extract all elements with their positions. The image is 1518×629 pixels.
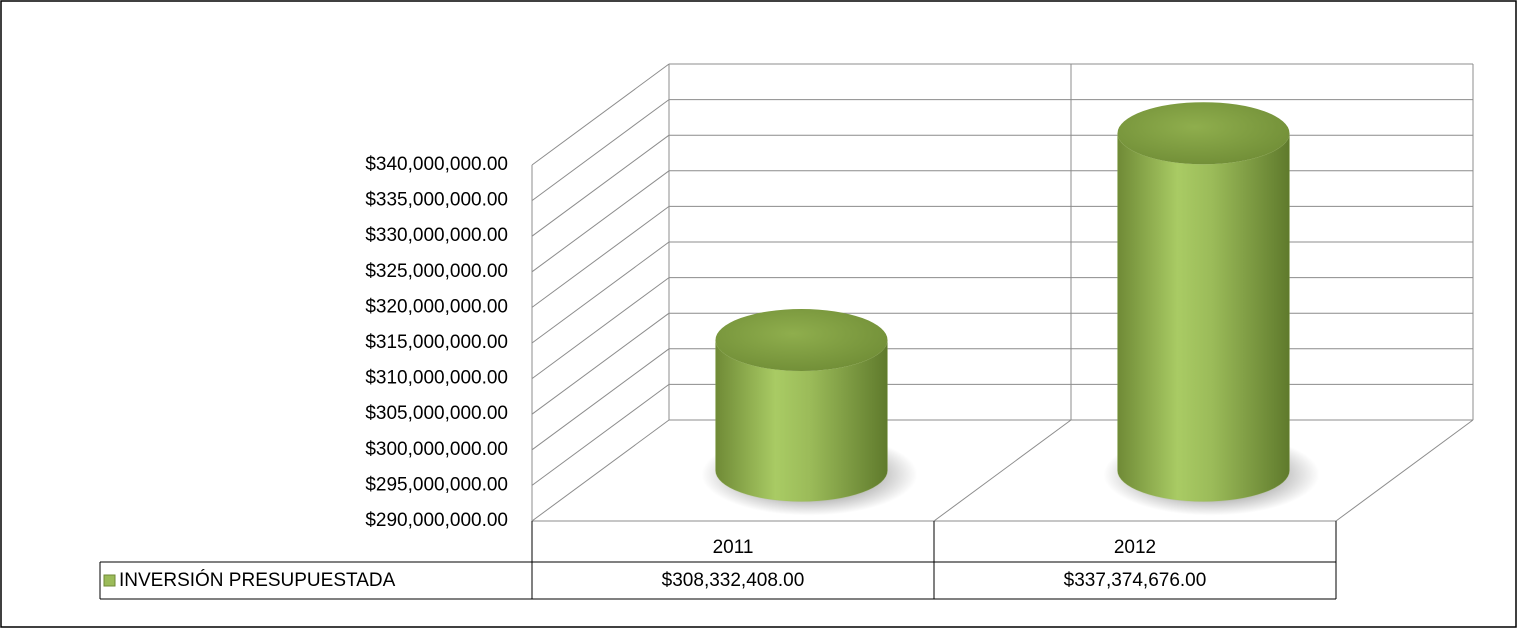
cylinder-top (1117, 102, 1290, 165)
y-tick-label: $330,000,000.00 (365, 225, 508, 246)
grid-line-side (531, 99, 670, 202)
y-tick-label: $310,000,000.00 (365, 368, 508, 389)
grid-line-side (531, 312, 670, 415)
cylinder-top (715, 308, 888, 371)
grid-line-side (531, 241, 670, 344)
grid-line-side (531, 63, 670, 166)
y-tick-label: $295,000,000.00 (365, 474, 508, 495)
legend-label: INVERSIÓN PRESUPUESTADA (119, 569, 396, 591)
grid-line-side (531, 170, 670, 273)
x-tick-label: 2012 (1114, 537, 1156, 558)
grid-line-side (531, 419, 670, 522)
legend-key (103, 574, 116, 587)
y-tick-label: $340,000,000.00 (365, 154, 508, 175)
grid-line-side (531, 348, 670, 451)
y-tick-label: $300,000,000.00 (365, 439, 508, 460)
grid-line-side (531, 277, 670, 380)
y-tick-label: $305,000,000.00 (365, 403, 508, 424)
y-tick-label: $320,000,000.00 (365, 296, 508, 317)
plot-marks (701, 102, 1320, 516)
data-label: $337,374,676.00 (1064, 570, 1207, 591)
plot-walls (531, 63, 1474, 522)
data-table: $290,000,000.00 $295,000,000.00 $300,000,0… (99, 154, 1337, 600)
grid-line-side (531, 205, 670, 308)
floor-divider (933, 419, 1072, 522)
floor-right (1335, 419, 1474, 522)
grid-line-side (531, 383, 670, 486)
bar (1117, 133, 1290, 502)
y-tick-label: $335,000,000.00 (365, 190, 508, 211)
x-tick-label: 2011 (713, 537, 754, 558)
grid-line-side (531, 134, 670, 237)
data-label: $308,332,408.00 (662, 570, 805, 591)
y-tick-label: $325,000,000.00 (365, 261, 508, 282)
y-tick-label: $290,000,000.00 (365, 510, 508, 531)
y-tick-label: $315,000,000.00 (365, 332, 508, 353)
